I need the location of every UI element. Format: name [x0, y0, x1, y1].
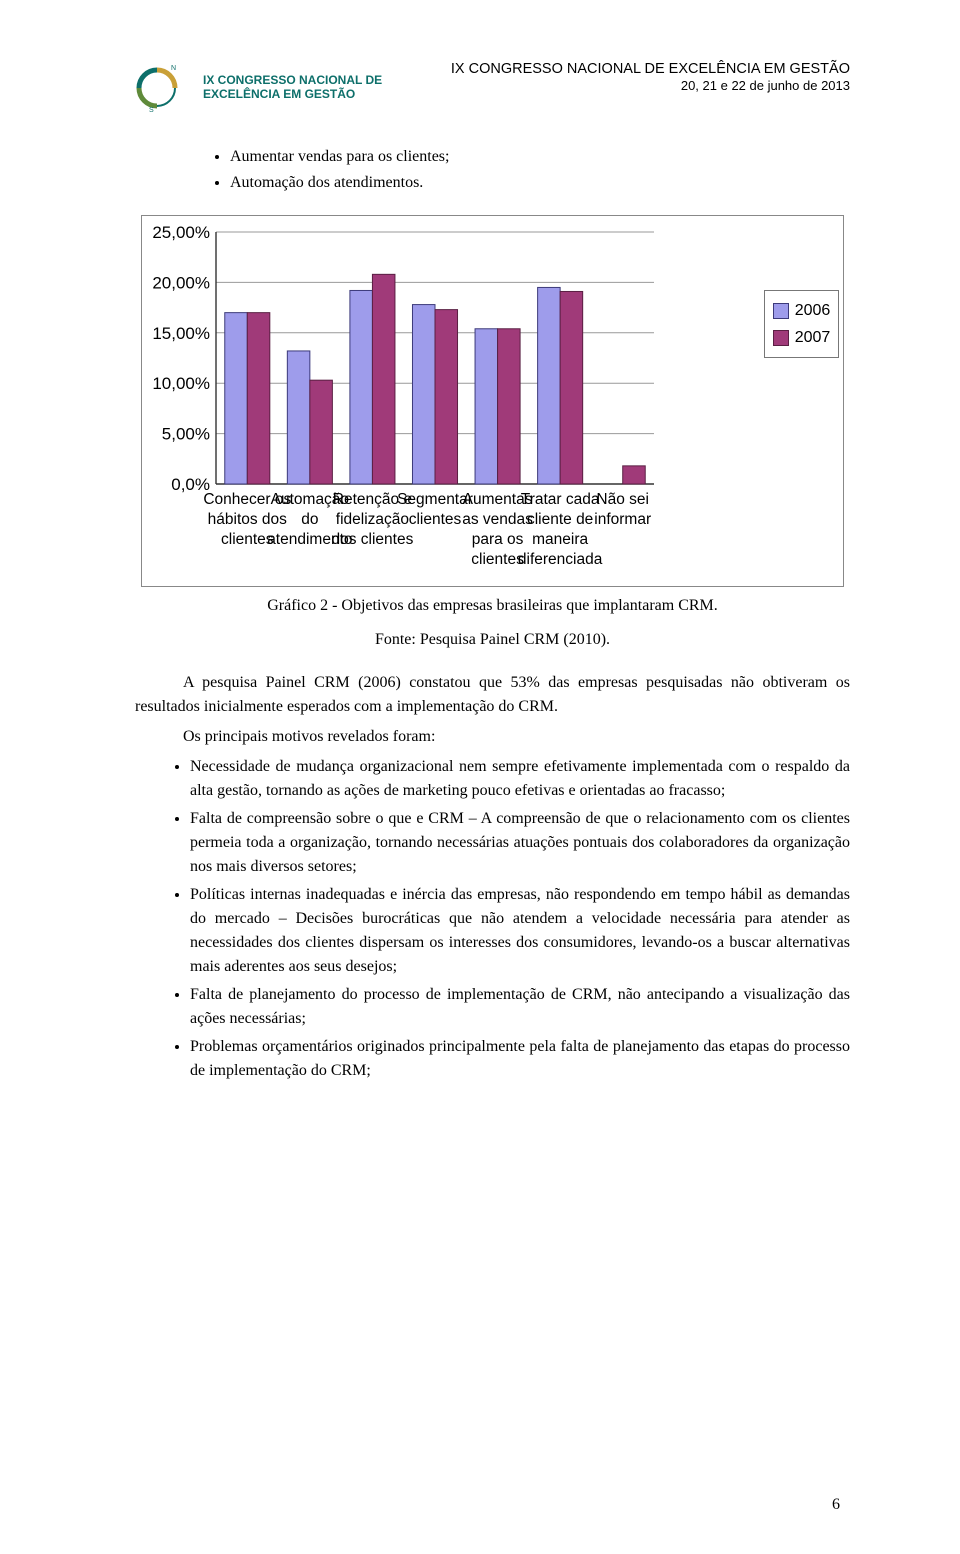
svg-text:informar: informar: [594, 511, 651, 528]
svg-text:15,00%: 15,00%: [152, 324, 210, 343]
page-number: 6: [832, 1496, 840, 1514]
logo-text: IX CONGRESSO NACIONAL DE EXCELÊNCIA EM G…: [203, 74, 382, 100]
svg-text:para os: para os: [471, 531, 523, 548]
page-header: N S IX CONGRESSO NACIONAL DE EXCELÊNCIA …: [135, 60, 850, 115]
main-bullet-item: Falta de planejamento do processo de imp…: [190, 983, 850, 1031]
svg-text:Não sei: Não sei: [596, 491, 649, 508]
svg-text:clientes: clientes: [408, 511, 461, 528]
logo-block: N S IX CONGRESSO NACIONAL DE EXCELÊNCIA …: [135, 60, 382, 115]
main-bullet-item: Políticas internas inadequadas e inércia…: [190, 883, 850, 979]
main-bullet-item: Problemas orçamentários originados princ…: [190, 1035, 850, 1083]
header-date: 20, 21 e 22 de junho de 2013: [451, 78, 850, 94]
svg-text:hábitos dos: hábitos dos: [207, 511, 287, 528]
top-bullet-item: Aumentar vendas para os clientes;: [230, 145, 850, 169]
legend-swatch: [773, 330, 789, 346]
svg-text:clientes: clientes: [471, 551, 524, 568]
main-bullet-item: Falta de compreensão sobre o que e CRM –…: [190, 807, 850, 879]
top-bullet-list: Aumentar vendas para os clientes;Automaç…: [190, 145, 850, 195]
svg-text:5,00%: 5,00%: [162, 425, 210, 444]
chart-legend: 20062007: [764, 290, 840, 358]
svg-text:do: do: [301, 511, 318, 528]
svg-text:fidelização: fidelização: [336, 511, 409, 528]
legend-item: 2006: [773, 297, 831, 324]
top-bullet-item: Automação dos atendimentos.: [230, 171, 850, 195]
svg-text:diferenciada: diferenciada: [518, 551, 603, 568]
header-title: IX CONGRESSO NACIONAL DE EXCELÊNCIA EM G…: [451, 60, 850, 78]
chart-caption: Gráfico 2 - Objetivos das empresas brasi…: [135, 597, 850, 615]
svg-text:Segmentar: Segmentar: [397, 491, 473, 508]
svg-text:clientes: clientes: [221, 531, 274, 548]
header-right: IX CONGRESSO NACIONAL DE EXCELÊNCIA EM G…: [451, 60, 850, 94]
svg-text:Tratar cada: Tratar cada: [521, 491, 600, 508]
logo-line2: EXCELÊNCIA EM GESTÃO: [203, 88, 382, 101]
svg-text:10,00%: 10,00%: [152, 374, 210, 393]
congress-logo-icon: N S: [135, 60, 195, 115]
svg-text:25,00%: 25,00%: [152, 223, 210, 242]
legend-swatch: [773, 303, 789, 319]
logo-line1: IX CONGRESSO NACIONAL DE: [203, 74, 382, 87]
bar-chart: 0,0%5,00%10,00%15,00%20,00%25,00%Conhece…: [146, 220, 756, 582]
paragraph-1: A pesquisa Painel CRM (2006) constatou q…: [135, 671, 850, 719]
main-bullet-item: Necessidade de mudança organizacional ne…: [190, 755, 850, 803]
chart-box: 0,0%5,00%10,00%15,00%20,00%25,00%Conhece…: [141, 215, 845, 587]
svg-text:S: S: [149, 107, 154, 114]
legend-item: 2007: [773, 324, 831, 351]
svg-text:N: N: [171, 65, 176, 72]
chart-container: 0,0%5,00%10,00%15,00%20,00%25,00%Conhece…: [135, 215, 850, 587]
svg-text:dos clientes: dos clientes: [331, 531, 413, 548]
svg-text:as vendas: as vendas: [462, 511, 533, 528]
svg-text:20,00%: 20,00%: [152, 273, 210, 292]
main-bullet-list: Necessidade de mudança organizacional ne…: [190, 755, 850, 1083]
svg-text:cliente de: cliente de: [527, 511, 593, 528]
svg-text:maneira: maneira: [532, 531, 588, 548]
chart-caption-source: Fonte: Pesquisa Painel CRM (2010).: [135, 631, 850, 649]
legend-label: 2006: [795, 297, 831, 324]
paragraph-2: Os principais motivos revelados foram:: [135, 725, 850, 749]
legend-label: 2007: [795, 324, 831, 351]
